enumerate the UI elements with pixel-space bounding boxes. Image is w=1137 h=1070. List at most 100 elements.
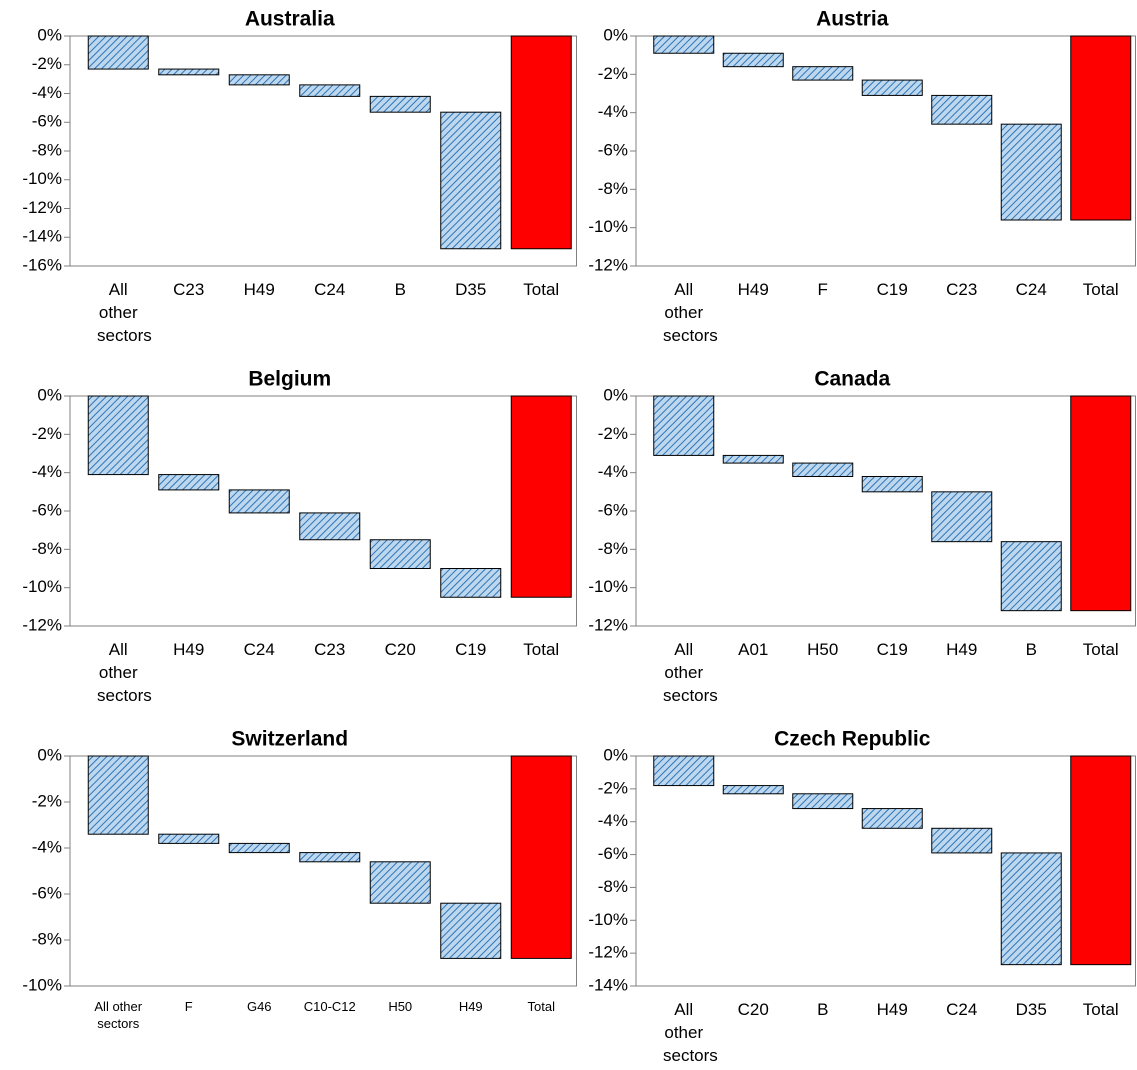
bar <box>653 395 715 456</box>
y-tick-label: -10% <box>588 910 628 929</box>
panel: Switzerland 0% -2% -4% -6% -8% -10% All other s… <box>22 728 577 1031</box>
y-tick-label: -10% <box>22 577 62 596</box>
panel: Australia 0% -2% -4% -6% -8% -10% -12% -14% -16% A… <box>22 8 577 345</box>
x-tick-label: C20 <box>384 640 416 659</box>
x-tick-label: Total <box>1082 640 1119 659</box>
y-tick-label: 0% <box>603 385 628 404</box>
y-tick-label: -12% <box>588 943 628 962</box>
total-bar <box>510 755 572 959</box>
panel: Austria 0% -2% -4% -6% -8% -10% -12% All other s… <box>588 8 1136 345</box>
x-tick-label: H49 <box>737 280 769 299</box>
bar <box>158 833 220 844</box>
x-tick-label: C20 <box>737 1000 769 1019</box>
x-tick-label: H49 <box>946 640 978 659</box>
x-tick-label: C24 <box>946 1000 978 1019</box>
chart-title: Austria <box>816 8 889 31</box>
bar <box>792 66 854 81</box>
bar <box>228 842 290 854</box>
x-tick-label: H49 <box>458 999 483 1014</box>
bar <box>299 852 361 863</box>
total-bar <box>1070 35 1132 221</box>
bar <box>158 474 220 491</box>
bar <box>87 395 149 476</box>
y-tick-label: 0% <box>37 25 62 44</box>
x-tick-label: C24 <box>243 640 275 659</box>
y-tick-label: -6% <box>598 844 628 863</box>
panel: Canada 0% -2% -4% -6% -8% -10% -12% All other se… <box>588 368 1136 705</box>
y-tick-label: -4% <box>32 83 62 102</box>
bar <box>369 861 431 904</box>
y-tick-label: 0% <box>37 745 62 764</box>
bar <box>931 827 993 854</box>
x-tick-label: Total <box>523 280 560 299</box>
bar <box>87 35 149 70</box>
y-tick-label: -8% <box>598 877 628 896</box>
y-tick-label: 0% <box>37 385 62 404</box>
bar <box>87 755 149 835</box>
y-tick-label: -10% <box>22 169 62 188</box>
panel: Belgium 0% -2% -4% -6% -8% -10% -12% All other s… <box>22 368 577 705</box>
x-tick-label: B <box>817 1000 829 1019</box>
bar <box>861 476 923 493</box>
y-tick-label: -2% <box>32 424 62 443</box>
bar <box>1000 541 1062 612</box>
y-tick-label: -10% <box>588 577 628 596</box>
x-tick-label: H49 <box>243 280 275 299</box>
bar <box>653 755 715 787</box>
y-tick-label: -10% <box>588 217 628 236</box>
y-tick-label: -6% <box>32 112 62 131</box>
x-tick-label: C19 <box>876 280 908 299</box>
x-tick-label: All other sectors <box>663 640 718 705</box>
bar <box>440 902 502 959</box>
bar <box>440 111 502 250</box>
x-tick-label: All other sectors <box>97 280 152 345</box>
x-tick-label: C10-C12 <box>303 999 356 1014</box>
y-tick-label: -4% <box>598 462 628 481</box>
x-tick-label: G46 <box>246 999 272 1014</box>
bar <box>369 539 431 569</box>
y-tick-label: -16% <box>22 255 62 274</box>
x-tick-label: B <box>394 280 406 299</box>
y-tick-label: -2% <box>32 791 62 810</box>
x-tick-label: C24 <box>1015 280 1047 299</box>
total-bar <box>510 395 572 598</box>
x-tick-label: F <box>184 999 193 1014</box>
x-tick-label: C19 <box>876 640 908 659</box>
x-tick-label: All other sectors <box>663 280 718 345</box>
y-tick-label: -12% <box>22 198 62 217</box>
y-tick-label: -12% <box>588 255 628 274</box>
bar <box>861 808 923 829</box>
bar <box>722 52 784 68</box>
bar <box>722 785 784 795</box>
chart-title: Switzerland <box>231 728 348 751</box>
total-bar <box>1070 395 1132 612</box>
y-tick-label: -2% <box>32 54 62 73</box>
x-tick-label: D35 <box>455 280 487 299</box>
x-tick-label: H50 <box>388 999 413 1014</box>
y-tick-label: -14% <box>588 975 628 994</box>
y-tick-label: -12% <box>588 615 628 634</box>
x-tick-label: C23 <box>314 640 346 659</box>
y-tick-label: -12% <box>22 615 62 634</box>
bar <box>299 84 361 97</box>
y-tick-label: -4% <box>32 837 62 856</box>
x-tick-label: All other sectors <box>94 999 143 1031</box>
y-tick-label: -8% <box>32 539 62 558</box>
x-tick-label: Total <box>523 640 560 659</box>
y-tick-label: -6% <box>32 883 62 902</box>
x-tick-label: A01 <box>738 640 769 659</box>
x-tick-label: F <box>817 280 828 299</box>
bar <box>228 74 290 86</box>
bar <box>158 68 220 76</box>
x-tick-label: C23 <box>173 280 205 299</box>
total-bar <box>510 35 572 250</box>
y-tick-label: -6% <box>32 500 62 519</box>
x-tick-label: H49 <box>173 640 205 659</box>
x-tick-label: C24 <box>314 280 346 299</box>
x-tick-label: Total <box>527 999 555 1014</box>
bar <box>653 35 715 54</box>
x-tick-label: H49 <box>876 1000 908 1019</box>
chart-title: Australia <box>245 8 335 31</box>
x-tick-label: All other sectors <box>97 640 152 705</box>
y-tick-label: -2% <box>598 424 628 443</box>
